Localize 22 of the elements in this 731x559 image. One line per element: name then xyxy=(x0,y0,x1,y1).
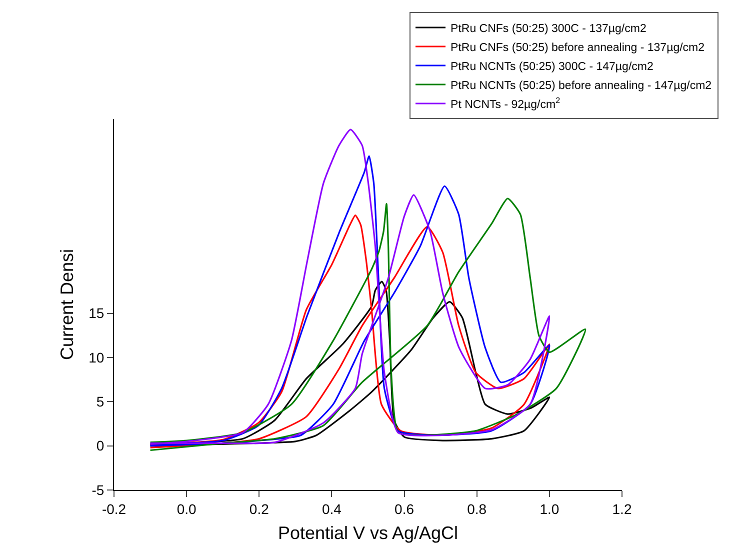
legend-label: PtRu NCNTs (50:25) 300C - 147µg/cm2 xyxy=(450,60,654,73)
x-tick-label: 0.4 xyxy=(322,500,342,517)
y-tick-label: 5 xyxy=(96,394,104,410)
y-tick-label: 15 xyxy=(88,305,104,322)
y-tick-label: -5 xyxy=(92,482,104,498)
x-tick-label: 1.2 xyxy=(612,500,632,517)
x-tick-label: 0.6 xyxy=(394,500,414,517)
legend-label: PtRu CNFs (50:25) before annealing - 137µg/cm2 xyxy=(450,42,705,54)
legend-label: PtRu NCNTs (50:25) before annealing - 147µg/cm2 xyxy=(450,80,712,92)
x-tick-label: 1.0 xyxy=(540,500,560,517)
x-tick-label: 0.0 xyxy=(176,500,197,517)
legend-label: Pt NCNTs - 92µg/cm$^{2}$ xyxy=(450,96,561,111)
x-tick-label: 0.8 xyxy=(467,500,487,517)
line-series xyxy=(149,214,550,448)
x-tick-label: 0.2 xyxy=(249,500,270,517)
x-axis-title: Potential V vs Ag/AgCl xyxy=(278,522,458,543)
y-tick-label: 0 xyxy=(96,438,104,454)
x-tick-label: -0.2 xyxy=(102,500,126,517)
y-tick-label: 10 xyxy=(88,349,104,366)
line-series xyxy=(149,198,586,452)
y-axis-title: Current Densi xyxy=(56,248,77,360)
legend-label: PtRu CNFs (50:25) 300C - 137µg/cm2 xyxy=(450,22,646,35)
